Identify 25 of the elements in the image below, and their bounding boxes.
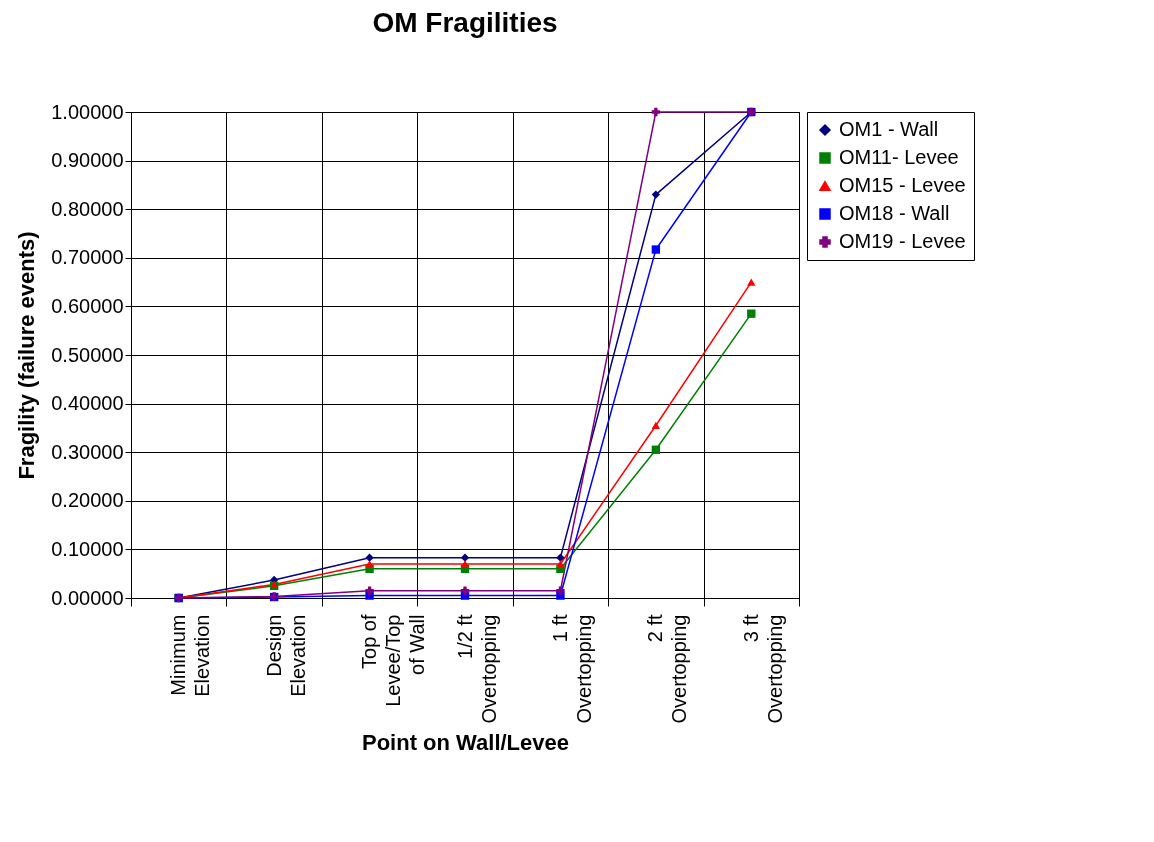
y-tick-label: 0.60000	[51, 294, 124, 317]
y-tick-label: 0.20000	[51, 489, 124, 512]
y-axis-title: Fragility (failure events)	[14, 231, 40, 480]
legend-label: OM18 - Wall	[839, 202, 950, 224]
y-tick-label: 0.90000	[51, 149, 124, 172]
legend-label: OM1 - Wall	[839, 118, 939, 140]
y-tick-label: 0.50000	[51, 343, 124, 366]
x-axis-title: Point on Wall/Levee	[362, 730, 569, 756]
y-tick-label: 0.10000	[51, 537, 124, 560]
x-tick-label: 3 ft Overtopping	[739, 614, 786, 724]
x-tick-label: Design Elevation	[262, 614, 309, 697]
legend-label: OM11- Levee	[839, 146, 959, 168]
x-tick-label: Top of Levee/Top of Wall	[358, 614, 429, 707]
x-tick-label: Minimum Elevation	[167, 614, 214, 697]
y-tick-label: 0.70000	[51, 246, 124, 269]
y-tick-label: 0.30000	[51, 440, 124, 463]
y-tick-label: 1.00000	[51, 100, 124, 123]
x-tick-label: 1 ft Overtopping	[548, 614, 595, 724]
legend-label: OM15 - Levee	[839, 174, 966, 196]
x-tick-label: 2 ft Overtopping	[644, 614, 691, 724]
y-tick-label: 0.80000	[51, 197, 124, 220]
chart-title: OM Fragilities	[372, 7, 558, 38]
y-tick-label: 0.00000	[51, 586, 124, 609]
y-tick-label: 0.40000	[51, 392, 124, 415]
legend-label: OM19 - Levee	[839, 230, 966, 252]
